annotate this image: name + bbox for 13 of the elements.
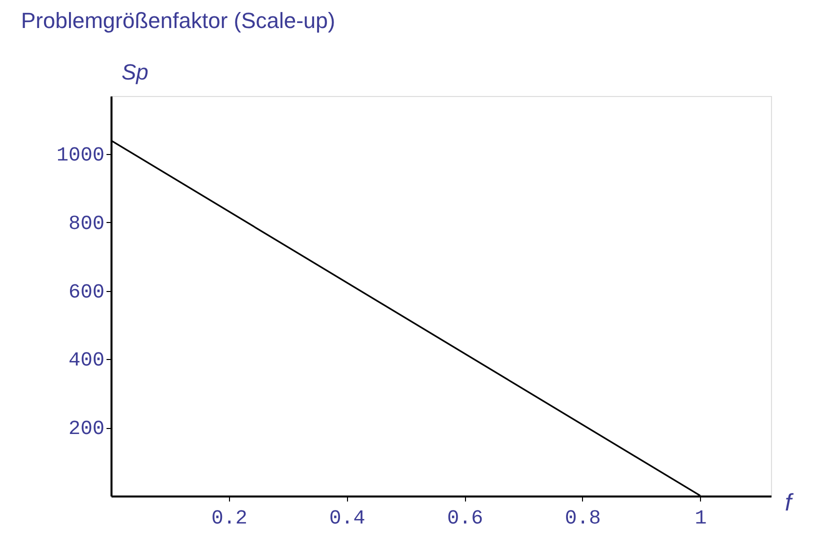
x-tick-label: 0.6 <box>447 508 484 530</box>
y-tick-label: 200 <box>68 418 104 442</box>
y-tick-label: 400 <box>68 350 104 373</box>
y-tick-label: 800 <box>68 212 104 236</box>
x-tick-label: 0.8 <box>564 508 601 530</box>
chart-title: Problemgrößenfaktor (Scale-up) <box>20 8 336 33</box>
x-tick-label: 0.2 <box>211 508 248 530</box>
y-tick-label: 600 <box>68 281 104 304</box>
x-axis-title: f <box>784 490 794 516</box>
x-tick-label: 0.4 <box>329 508 366 530</box>
x-tick-label: 1 <box>694 508 707 530</box>
y-tick-label: 1000 <box>56 144 104 168</box>
y-axis-title: Sp <box>122 60 148 84</box>
